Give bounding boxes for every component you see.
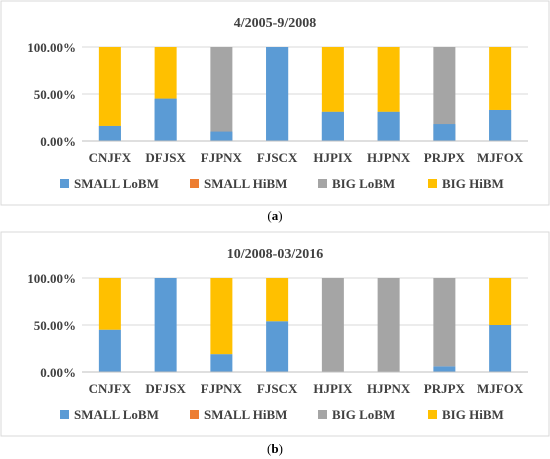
x-tick-label: HJPNX: [367, 150, 411, 165]
bar-segment: [266, 47, 289, 141]
legend-swatch: [428, 410, 437, 419]
bar-segment: [98, 329, 121, 372]
bar-segment: [433, 366, 456, 372]
y-tick-label: 100.00%: [27, 40, 76, 55]
bar-segment: [266, 321, 289, 372]
bar-segment: [266, 278, 289, 322]
legend-label: SMALL HiBM: [204, 176, 287, 191]
legend-swatch: [318, 179, 327, 188]
bar-segment: [433, 278, 456, 367]
x-tick-label: FJPNX: [201, 150, 243, 165]
x-tick-label: PRJPX: [424, 381, 466, 396]
x-tick-label: CNJFX: [89, 150, 132, 165]
legend-label: BIG HiBM: [442, 176, 504, 191]
legend-swatch: [190, 179, 199, 188]
bar-segment: [377, 278, 400, 372]
x-tick-label: PRJPX: [424, 150, 466, 165]
legend-swatch: [60, 179, 69, 188]
bar-segment: [98, 278, 121, 330]
bar-segment: [154, 278, 177, 372]
chart-panel-a: 4/2005-9/2008 0.00% 50.00% 100.00% CNJFX DFJS…: [0, 0, 550, 206]
bar-segment: [377, 111, 400, 141]
caption-a: (a): [267, 208, 283, 223]
bar-segment: [210, 278, 233, 355]
legend-label: SMALL LoBM: [74, 176, 159, 191]
x-tick-label: MJFOX: [477, 381, 524, 396]
y-tick-label: 50.00%: [34, 318, 76, 333]
bar-segment: [489, 109, 512, 141]
y-tick-label: 0.00%: [40, 365, 76, 380]
bar-segment: [154, 98, 177, 141]
y-tick-label: 100.00%: [27, 271, 76, 286]
chart-title: 10/2008-03/2016: [227, 247, 323, 262]
legend-label: SMALL LoBM: [74, 407, 159, 422]
bar-segment: [98, 125, 121, 141]
x-tick-label: FJSCX: [257, 381, 298, 396]
x-tick-label: FJPNX: [201, 381, 243, 396]
bar-segment: [489, 278, 512, 325]
bar-segment: [489, 325, 512, 372]
y-tick-label: 50.00%: [34, 87, 76, 102]
x-tick-label: HJPIX: [313, 381, 353, 396]
bar-segment: [321, 111, 344, 141]
x-tick-label: FJSCX: [257, 150, 298, 165]
caption-b: (b): [267, 441, 283, 456]
legend-swatch: [318, 410, 327, 419]
x-tick-label: MJFOX: [477, 150, 524, 165]
legend-label: BIG LoBM: [332, 176, 395, 191]
x-tick-label: HJPNX: [367, 381, 411, 396]
bar-segment: [210, 47, 233, 141]
bar-segment: [210, 354, 233, 372]
legend-swatch: [428, 179, 437, 188]
caption-b-letter: b: [271, 441, 279, 456]
x-tick-label: DFJSX: [145, 381, 186, 396]
chart-panel-b: 10/2008-03/2016 0.00% 50.00% 100.00% CNJFX DF…: [0, 231, 550, 437]
bar-segment: [433, 47, 456, 141]
bar-segment: [154, 47, 177, 99]
chart-a-svg: 4/2005-9/2008 0.00% 50.00% 100.00% CNJFX DFJS…: [0, 0, 550, 206]
legend-swatch: [190, 410, 199, 419]
bar-segment: [98, 47, 121, 126]
bar-segment: [321, 278, 344, 372]
caption-a-letter: a: [271, 208, 279, 223]
legend-swatch: [60, 410, 69, 419]
bar-segment: [321, 47, 344, 112]
bar-segment: [210, 131, 233, 141]
y-tick-label: 0.00%: [40, 134, 76, 149]
chart-title: 4/2005-9/2008: [234, 16, 316, 31]
legend-label: BIG LoBM: [332, 407, 395, 422]
chart-b-svg: 10/2008-03/2016 0.00% 50.00% 100.00% CNJFX DF…: [0, 231, 550, 437]
bar-segment: [433, 124, 456, 141]
x-tick-label: CNJFX: [89, 381, 132, 396]
legend-label: SMALL HiBM: [204, 407, 287, 422]
bar-segment: [377, 47, 400, 112]
bar-segment: [489, 47, 512, 110]
x-tick-label: DFJSX: [145, 150, 186, 165]
legend-label: BIG HiBM: [442, 407, 504, 422]
x-tick-label: HJPIX: [313, 150, 353, 165]
